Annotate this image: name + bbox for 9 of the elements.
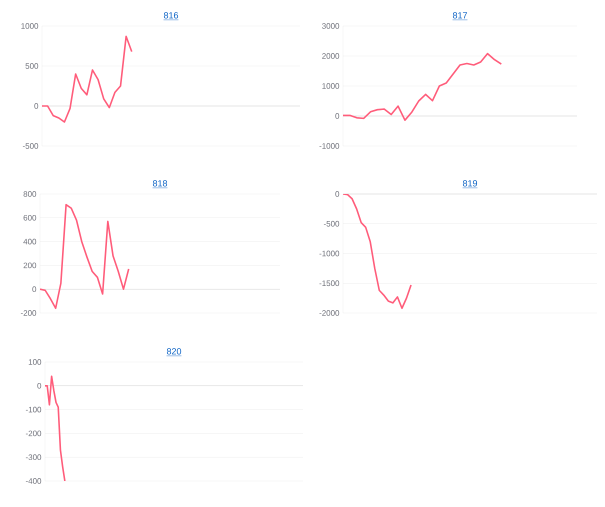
chart-title: 816 xyxy=(164,12,178,19)
chart-title: 818 xyxy=(152,180,168,187)
chart-title: 819 xyxy=(462,180,478,187)
line-series xyxy=(343,194,412,310)
line-series xyxy=(45,375,66,481)
chart-title: 817 xyxy=(452,12,468,19)
line-series xyxy=(42,36,133,123)
line-series xyxy=(40,204,130,310)
chart-title: 820 xyxy=(166,348,182,355)
